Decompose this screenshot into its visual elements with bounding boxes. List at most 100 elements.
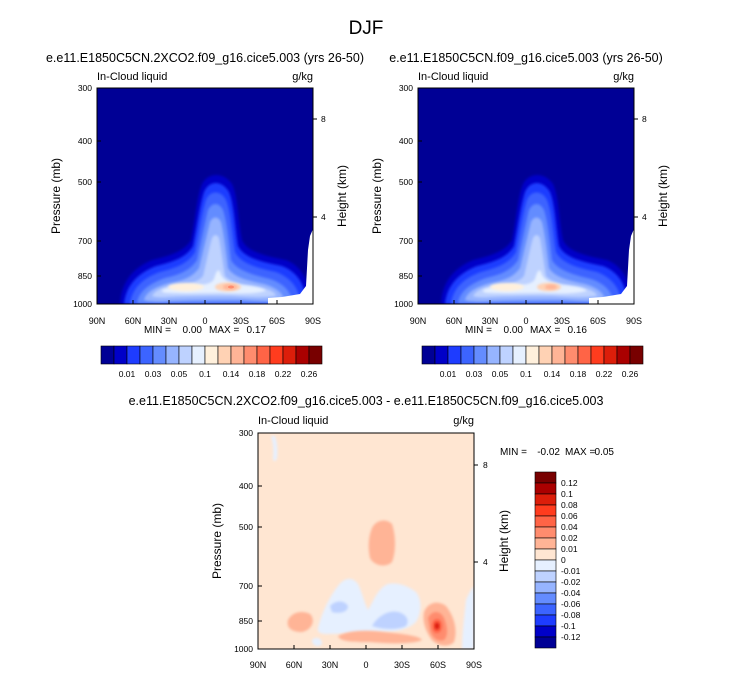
panel-b-x-tick-label: 90N [410,316,427,326]
panel-a-colorbar-label: 0.01 [119,369,136,379]
panel-a-y-tick-label: 1000 [73,299,92,309]
panel-c-max-value: 0.05 [595,447,615,458]
panel-c-y-tick-label: 700 [239,581,253,591]
panel-c-positive-region-low-left [287,612,313,632]
panel-c-x-tick-label: 60N [286,660,303,670]
panel-c-negative-region-upper-left [271,436,278,461]
panel-c-colorbar-label: 0 [561,555,566,565]
panel-a-colorbar-label: 0.1 [199,369,211,379]
panel-a-y-tick-label: 850 [78,271,92,281]
panel-b-colorbar-swatch [421,345,436,365]
panel-b-colorbar-label: 0.14 [544,369,561,379]
panel-c-x-tick-label: 60S [430,660,446,670]
panel-b-colorbar-label: 0.1 [520,369,532,379]
panel-c-colorbar-label: 0.12 [561,478,578,488]
panel-c-min-value: -0.02 [537,447,560,458]
panel-b-x-tick-label: 60S [590,316,606,326]
panel-b-units: g/kg [613,71,634,83]
panel-c-x-tick-label: 0 [363,660,368,670]
panel-b-contour-level-10 [545,284,557,290]
panel-b-x-tick-label: 30S [554,316,570,326]
panel-a-x-ticks [96,300,314,304]
panel-b-missing-topography [589,229,634,304]
panel-c-colorbar-swatch [534,625,557,638]
panel-a-y-tick-label: 400 [78,136,92,146]
panel-c-y-right-axis-label: Height (km) [497,510,511,572]
panel-a-colorbar-label: 0.03 [145,369,162,379]
panel-a-min-value: 0.00 [183,325,203,336]
panel-a-x-tick-label: 0 [202,316,207,326]
panel-c-colorbar-label: -0.12 [561,632,581,642]
panel-a-y-right-axis-label: Height (km) [335,165,349,227]
panel-c-min-label: MIN = [500,447,527,458]
panel-a-colorbar-swatch [204,345,219,365]
panel-c-colorbar-label: -0.01 [561,566,581,576]
panel-c-colorbar [534,471,557,649]
panel-c-colorbar-label: -0.06 [561,599,581,609]
panel-a-y-right-tick-label: 4 [321,212,326,222]
panel-a-colorbar-label: 0.18 [249,369,266,379]
panel-a-colorbar-swatch [100,345,115,365]
panel-b-y-tick-label: 300 [399,83,413,93]
panel-b-colorbar-label: 0.26 [622,369,639,379]
panel-b-x-tick-label: 0 [523,316,528,326]
panel-a-x-tick-label: 90N [89,316,106,326]
panel-a-x-tick-label: 60S [269,316,285,326]
panel-c-colorbar-label: 0.1 [561,489,573,499]
panel-a-colorbar-swatch [230,345,245,365]
panel-c-contour-field [258,433,474,649]
panel-b-max-value: 0.16 [568,325,588,336]
panel-c-colorbar-swatch [534,581,557,594]
panel-a-y-axis-label: Pressure (mb) [49,158,63,234]
panel-c-positive-region-tropics [368,520,395,566]
panel-b-title: e.e11.E1850C5CN.f09_g16.cice5.003 (yrs 2… [389,51,663,65]
panel-a-colorbar-label: 0.14 [223,369,240,379]
panel-c-x-tick-label: 90S [466,660,482,670]
panel-c-y-right-tick-label: 8 [483,460,488,470]
panel-c-colorbar-label: -0.02 [561,577,581,587]
panel-c-colorbar-labels: 0.120.10.080.060.040.020.010-0.01-0.02-0… [561,478,581,642]
panel-a-left-label: In-Cloud liquid [97,71,167,83]
panel-b-colorbar-labels: 0.01 0.03 0.05 0.1 0.14 0.18 0.22 0.26 [440,369,639,379]
panel-b-colorbar-swatch [564,345,579,365]
panel-c-positive-region-southern-midlat-max [434,622,440,630]
panel-a-contour-level-11 [228,285,234,289]
panel-b-colorbar [421,345,644,365]
panel-c-y-right-tick-label: 4 [483,557,488,567]
panel-c-colorbar-label: 0.04 [561,522,578,532]
panel-b-x-tick-label: 90S [626,316,642,326]
panel-b-y-tick-label: 1000 [394,299,413,309]
panel-c-colorbar-swatch [534,614,557,627]
panel-c-y-tick-label: 400 [239,481,253,491]
panel-c-x-ticks [257,645,475,649]
panel-c-colorbar-label: -0.04 [561,588,581,598]
panel-c-colorbar-label: -0.1 [561,621,576,631]
panel-b-colorbar-swatch [486,345,501,365]
panel-a-colorbar-swatch [152,345,167,365]
panel-c-y-tick-label: 300 [239,428,253,438]
panel-a-max-label: MAX = [209,325,239,336]
panel-b-y-ticks [418,87,638,305]
panel-c-colorbar-swatch [534,482,557,495]
panel-a-colorbar-swatch [217,345,232,365]
panel-c-colorbar-label: 0.01 [561,544,578,554]
panel-a-contour-level-8 [168,283,204,291]
panel-c-colorbar-swatch [534,493,557,506]
panel-a-x-tick-label: 30S [233,316,249,326]
figure-title: DJF [349,18,384,39]
panel-a-colorbar-swatch [308,345,323,365]
panel-c-colorbar-label: -0.08 [561,610,581,620]
panel-b-colorbar-swatch [512,345,527,365]
panel-a-y-ticks [97,87,317,305]
panel-b-colorbar-swatch [460,345,475,365]
panel-a-colorbar-label: 0.05 [171,369,188,379]
panel-a-colorbar-swatch [165,345,180,365]
panel-c-colorbar-swatch [534,526,557,539]
panel-a-colorbar-swatch [295,345,310,365]
panel-b-contour-field [418,88,634,304]
panel-a-title: e.e11.E1850C5CN.2XCO2.f09_g16.cice5.003 … [46,51,364,65]
panel-c-title: e.e11.E1850C5CN.2XCO2.f09_g16.cice5.003 … [129,394,604,408]
panel-c-negative-region-right-edge [462,586,474,649]
panel-b-x-tick-label: 30N [482,316,499,326]
